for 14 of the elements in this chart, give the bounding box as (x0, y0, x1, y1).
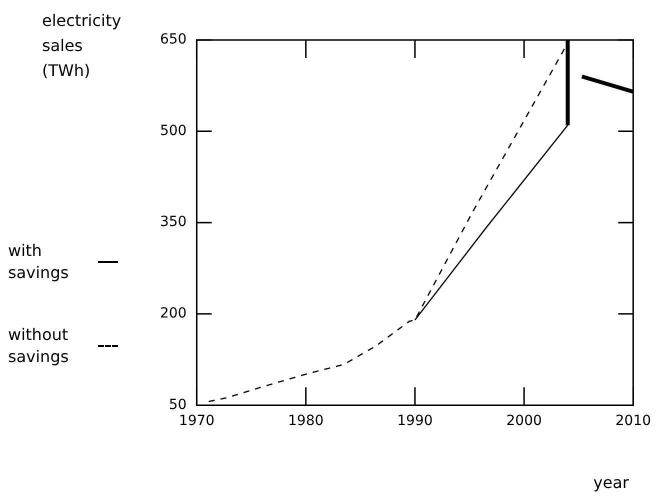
y-tick-label: 50 (168, 396, 187, 413)
x-tick-label: 2000 (506, 413, 542, 430)
x-tick-label: 2010 (615, 413, 652, 430)
y-tick-label: 650 (160, 32, 187, 48)
x-tick-label: 1980 (288, 413, 324, 430)
y-tick-label: 500 (160, 122, 187, 139)
legend-label: with savings (8, 240, 70, 284)
x-tick-label: 1990 (397, 413, 433, 430)
x-axis-title: year (593, 473, 629, 492)
x-tick-label: 1970 (178, 413, 215, 430)
y-axis-title: electricity sales (TWh) (42, 10, 122, 82)
legend-label: without savings (8, 324, 70, 368)
y-tick-label: 200 (160, 306, 187, 322)
y-tick-label: 350 (160, 214, 187, 230)
